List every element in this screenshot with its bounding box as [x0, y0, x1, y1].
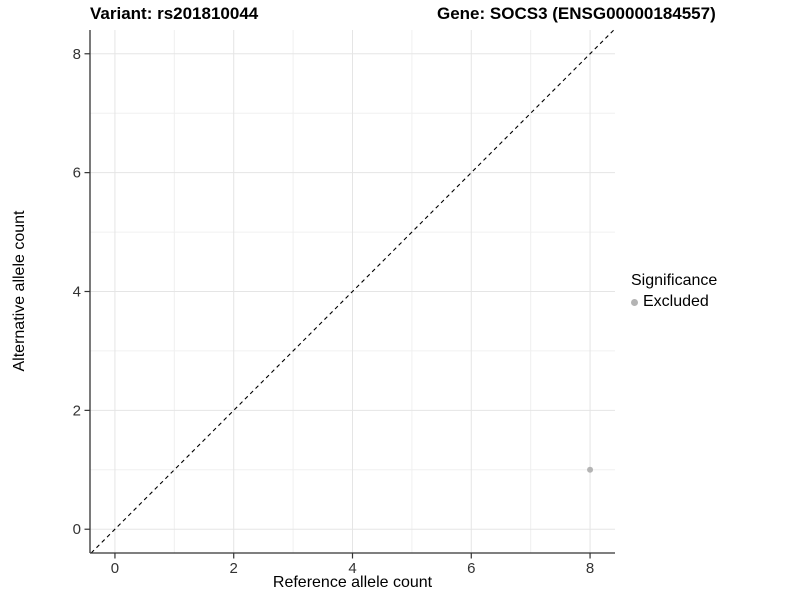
x-tick-label: 4	[348, 560, 356, 577]
y-axis-label: Alternative allele count	[11, 210, 28, 372]
plot-title-variant: Variant: rs201810044	[90, 4, 259, 23]
legend-key-dot	[631, 298, 638, 306]
y-tick-label: 2	[73, 402, 81, 419]
y-tick-label: 8	[73, 46, 81, 63]
y-tick-label: 6	[73, 165, 81, 182]
y-tick-label: 4	[73, 284, 81, 301]
y-tick-label: 0	[73, 521, 81, 538]
x-tick-label: 0	[111, 560, 119, 577]
x-tick-label: 6	[467, 560, 475, 577]
legend-item-label: Excluded	[643, 293, 709, 310]
identity-dashed-line	[90, 29, 615, 554]
legend-item-excluded: Excluded	[631, 293, 717, 311]
data-point	[587, 466, 594, 473]
legend: Significance Excluded	[631, 272, 717, 311]
x-tick-label: 8	[586, 560, 594, 577]
legend-title: Significance	[631, 272, 718, 289]
x-tick-label: 2	[230, 560, 238, 577]
plot-title-gene: Gene: SOCS3 (ENSG00000184557)	[437, 4, 716, 23]
x-axis-label: Reference allele count	[272, 574, 433, 591]
